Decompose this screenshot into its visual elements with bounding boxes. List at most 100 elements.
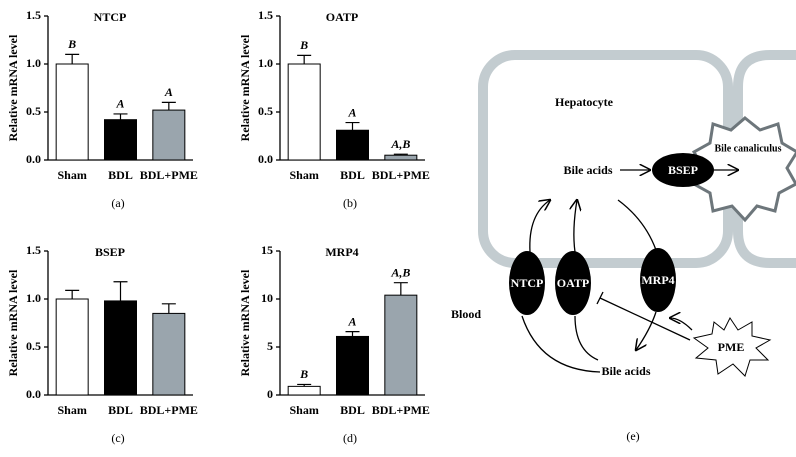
diagram-label: BSEP [668, 163, 698, 177]
y-axis-label: Relative mRNA level [238, 34, 252, 141]
chart-panel: BSEP Relative mRNA level 0.0 0.5 1.0 1.5 Sham B… [6, 243, 198, 445]
error-bar [161, 101, 176, 111]
pme-burst [692, 317, 772, 377]
panel-label: (d) [343, 431, 357, 445]
chart-panel: OATP Relative mRNA level 0.0 0.5 1.0 1.5 B Sham… [238, 8, 430, 210]
arrow [617, 199, 657, 251]
bar [384, 294, 418, 396]
panel-label: (a) [111, 196, 124, 210]
x-tick-label: BDL [340, 403, 365, 417]
y-tick-label: 0.0 [258, 152, 273, 166]
panel-label: (b) [343, 196, 357, 210]
bsep-transporter [652, 153, 714, 187]
bar [55, 63, 89, 161]
diagram-label: Blood [451, 307, 481, 321]
error-bar [113, 113, 128, 120]
bar [336, 335, 369, 396]
x-tick-label: BDL+PME [372, 168, 430, 182]
error-bar [297, 54, 312, 64]
arrow [574, 200, 577, 253]
bar [104, 119, 137, 161]
y-tick-label: 15 [261, 243, 273, 257]
ntcp-transporter [509, 251, 545, 315]
significance-label: B [67, 37, 76, 51]
panel-label: (c) [111, 431, 124, 445]
diagram-label: Bile acids [563, 163, 612, 177]
panel-label: (e) [626, 429, 639, 443]
significance-label: A [347, 314, 356, 328]
error-bar [65, 53, 80, 64]
y-tick-label: 1.5 [26, 8, 41, 22]
bar [104, 300, 137, 396]
y-tick-label: 1.0 [26, 291, 41, 305]
chart-title: BSEP [95, 245, 125, 259]
chart-title: MRP4 [325, 245, 358, 259]
y-tick-label: 1.5 [258, 8, 273, 22]
significance-label: A,B [390, 137, 410, 151]
arrow [529, 200, 550, 253]
diagram-label: Hepatocyte [555, 95, 614, 109]
significance-label: A [347, 105, 356, 119]
significance-label: A [115, 97, 124, 111]
bar [152, 109, 186, 161]
chart-panel: NTCP Relative mRNA level 0.0 0.5 1.0 1.5 B Sham… [6, 8, 198, 210]
error-bar [345, 331, 360, 337]
bar [55, 298, 89, 396]
error-bar [345, 121, 360, 131]
arrow [670, 318, 693, 331]
x-tick-label: BDL [108, 403, 133, 417]
inhibition [596, 291, 604, 305]
significance-label: A [164, 85, 173, 99]
bar [152, 312, 186, 396]
bar [384, 154, 418, 161]
canaliculus [691, 116, 796, 223]
diagram-label: MRP4 [641, 273, 674, 287]
y-tick-label: 10 [261, 291, 273, 305]
chart-title: OATP [326, 10, 358, 24]
error-bar [393, 282, 408, 296]
error-bar [161, 303, 176, 314]
y-tick-label: 1.0 [26, 56, 41, 70]
bar [287, 385, 321, 396]
arrow [521, 315, 601, 373]
x-tick-label: BDL [108, 168, 133, 182]
significance-label: A,B [390, 265, 410, 279]
error-bar [393, 153, 408, 156]
y-tick-label: 0.5 [26, 339, 41, 353]
x-tick-label: Sham [57, 168, 86, 182]
y-tick-label: 1.0 [258, 56, 273, 70]
x-tick-label: Sham [289, 403, 318, 417]
error-bar [297, 383, 312, 387]
y-axis-label: Relative mRNA level [6, 269, 20, 376]
x-tick-label: BDL+PME [140, 403, 198, 417]
y-tick-label: 1.5 [26, 243, 41, 257]
charts: NTCP Relative mRNA level 0.0 0.5 1.0 1.5 B Sham… [6, 8, 430, 445]
inhibition [599, 297, 691, 341]
x-tick-label: BDL+PME [140, 168, 198, 182]
y-tick-label: 0.5 [26, 104, 41, 118]
bar [287, 63, 321, 161]
chart-title: NTCP [94, 10, 127, 24]
y-tick-label: 5 [267, 339, 273, 353]
error-bar [113, 281, 128, 301]
mrp4-transporter [640, 248, 676, 312]
y-axis-label: Relative mRNA level [6, 34, 20, 141]
y-tick-label: 0.5 [258, 104, 273, 118]
diagram-label: OATP [557, 276, 589, 290]
x-tick-label: Sham [289, 168, 318, 182]
significance-label: B [299, 367, 308, 381]
diagram-label: PME [718, 340, 745, 354]
x-tick-label: Sham [57, 403, 86, 417]
y-tick-label: 0.0 [26, 152, 41, 166]
arrow [574, 315, 599, 361]
diagram-label: Bile canaliculus [715, 143, 782, 154]
x-tick-label: BDL+PME [372, 403, 430, 417]
arrow [636, 311, 657, 350]
x-tick-label: BDL [340, 168, 365, 182]
chart-panel: MRP4 Relative mRNA level 0 5 10 15 B Sham A BDL A,… [238, 243, 430, 445]
diagram-label: NTCP [511, 276, 544, 290]
oatp-transporter [555, 251, 591, 315]
diagram-label: Bile acids [601, 364, 650, 378]
error-bar [65, 289, 80, 299]
